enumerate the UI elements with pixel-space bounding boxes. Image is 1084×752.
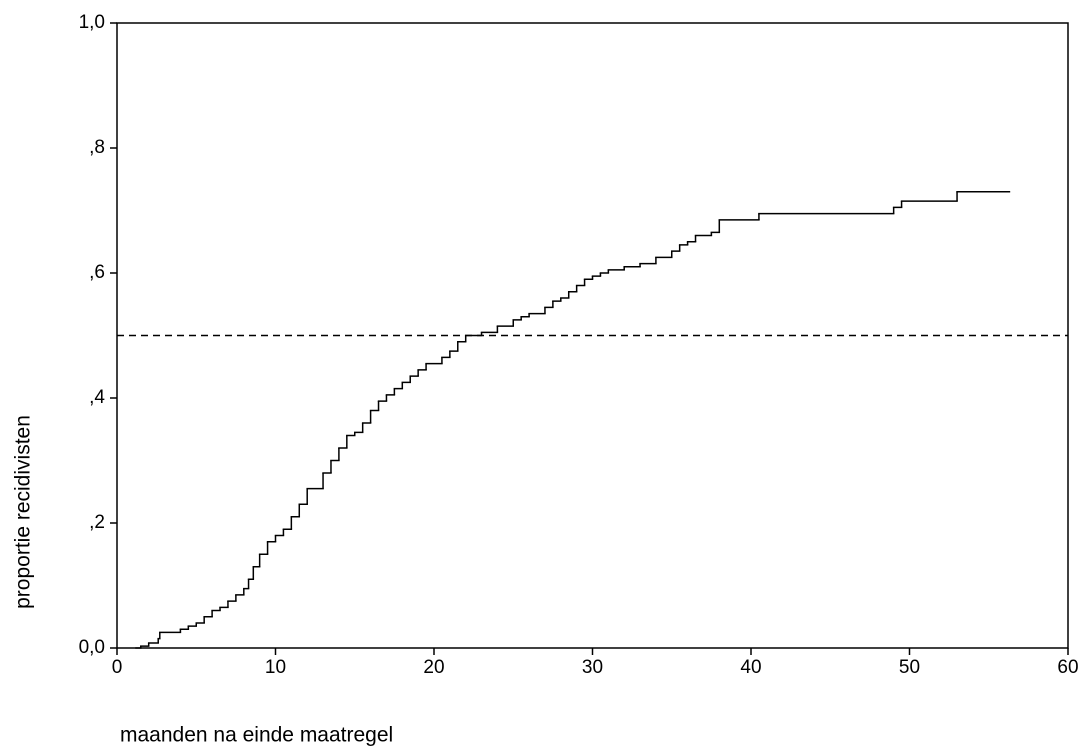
y-tick-label: ,4 [89,387,105,408]
x-tick-label: 0 [112,657,123,678]
y-tick-label: 0,0 [79,637,105,658]
x-tick-label: 40 [740,657,761,678]
x-tick-label: 60 [1057,657,1078,678]
x-tick-label: 50 [899,657,920,678]
x-tick-label: 30 [582,657,603,678]
y-tick-label: 1,0 [79,12,105,33]
y-tick-label: ,6 [89,262,105,283]
y-axis-title: proportie recidivisten [12,415,35,609]
x-tick-label: 10 [265,657,286,678]
x-axis-title: maanden na einde maatregel [120,724,393,747]
x-tick-label: 20 [423,657,444,678]
y-tick-label: ,2 [89,512,105,533]
y-tick-label: ,8 [89,137,105,158]
